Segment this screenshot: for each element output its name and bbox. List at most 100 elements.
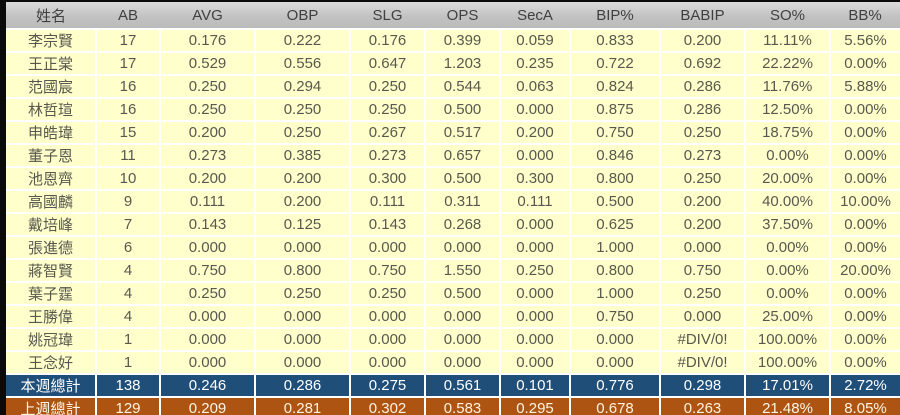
player-name-cell: 葉子霆	[6, 281, 97, 306]
table-row: 姚冠瑋 1 0.000 0.000 0.000 0.000 0.000 0.000 #DIV/0…	[6, 327, 900, 352]
stat-cell: 0.000	[254, 304, 351, 329]
stat-cell: 0.00%	[744, 143, 831, 168]
stat-cell: 16	[95, 74, 161, 99]
totals-stat-cell: 0.286	[254, 373, 351, 398]
stat-cell: 0.00%	[829, 304, 900, 329]
stat-cell: 0.000	[424, 327, 501, 352]
table-row: 范國宸 16 0.250 0.294 0.250 0.544 0.063 0.824 0.286…	[6, 74, 900, 99]
stat-cell: 0.750	[659, 258, 746, 283]
stat-cell: 0.00%	[829, 235, 900, 260]
stat-cell: 0.000	[159, 327, 256, 352]
stat-cell: 4	[95, 304, 161, 329]
stat-cell: 0.529	[159, 51, 256, 76]
stat-cell: 0.800	[569, 258, 661, 283]
stat-cell: 0.00%	[829, 166, 900, 191]
stat-cell: 0.00%	[744, 235, 831, 260]
stat-cell: 0.000	[424, 235, 501, 260]
stat-cell: 0.750	[569, 304, 661, 329]
stat-cell: 17	[95, 51, 161, 76]
stat-cell: 0.250	[499, 258, 571, 283]
totals-stat-cell: 0.302	[349, 396, 426, 415]
batting-stats-table: 姓名 AB AVG OBP SLG OPS SecA BIP% BABIP SO% BB% 李宗賢 1…	[6, 2, 900, 415]
column-header: BIP%	[570, 2, 660, 30]
table-row: 蔣智賢 4 0.750 0.800 0.750 1.550 0.250 0.800 0.750 0…	[6, 258, 900, 283]
stat-cell: 0.00%	[829, 120, 900, 145]
stat-cell: 1.203	[424, 51, 501, 76]
stat-cell: #DIV/0!	[659, 327, 746, 352]
column-header: AB	[96, 2, 160, 30]
table-row: 申皓瑋 15 0.200 0.250 0.267 0.517 0.200 0.750 0.250…	[6, 120, 900, 145]
stat-cell: 0.517	[424, 120, 501, 145]
stat-cell: 0.200	[254, 166, 351, 191]
stat-cell: 0.000	[159, 235, 256, 260]
stat-cell: 0.000	[499, 235, 571, 260]
stat-cell: 0.235	[499, 51, 571, 76]
table-row: 王勝偉 4 0.000 0.000 0.000 0.000 0.000 0.750 0.000 2…	[6, 304, 900, 329]
stat-cell: 0.000	[424, 304, 501, 329]
stat-cell: 0.250	[159, 97, 256, 122]
totals-stat-cell: 0.295	[499, 396, 571, 415]
stat-cell: 0.00%	[829, 327, 900, 352]
stat-cell: 0.00%	[829, 97, 900, 122]
stat-cell: 0.846	[569, 143, 661, 168]
stat-cell: 11.76%	[744, 74, 831, 99]
stat-cell: 0.00%	[829, 350, 900, 375]
player-name-cell: 張進德	[6, 235, 97, 260]
stat-cell: 0.722	[569, 51, 661, 76]
table-row: 張進德 6 0.000 0.000 0.000 0.000 0.000 1.000 0.000 0…	[6, 235, 900, 260]
totals-row-previous-week: 上週總計 129 0.209 0.281 0.302 0.583 0.295 0.678 0.2…	[6, 396, 900, 415]
stat-cell: 4	[95, 281, 161, 306]
totals-label-cell: 上週總計	[6, 396, 97, 415]
stat-cell: 0.111	[159, 189, 256, 214]
stat-cell: 100.00%	[744, 327, 831, 352]
stat-cell: 11	[95, 143, 161, 168]
totals-stat-cell: 8.05%	[829, 396, 900, 415]
totals-stat-cell: 0.263	[659, 396, 746, 415]
totals-stat-cell: 0.275	[349, 373, 426, 398]
totals-stat-cell: 138	[95, 373, 161, 398]
stat-cell: 0.250	[254, 120, 351, 145]
stat-cell: 0.544	[424, 74, 501, 99]
stat-cell: 0.00%	[744, 258, 831, 283]
stat-cell: 1.550	[424, 258, 501, 283]
stat-cell: 0.250	[659, 281, 746, 306]
stat-cell: 1	[95, 327, 161, 352]
stat-cell: 0.625	[569, 212, 661, 237]
stat-cell: 11.11%	[744, 28, 831, 53]
table-row: 林哲瑄 16 0.250 0.250 0.250 0.500 0.000 0.875 0.286…	[6, 97, 900, 122]
stat-cell: 0.000	[659, 304, 746, 329]
stat-cell: 5.56%	[829, 28, 900, 53]
stat-cell: 0.000	[424, 350, 501, 375]
stat-cell: 0.250	[159, 74, 256, 99]
stat-cell: 0.125	[254, 212, 351, 237]
stat-cell: 0.286	[659, 74, 746, 99]
stat-cell: 0.500	[424, 281, 501, 306]
table-body: 李宗賢 17 0.176 0.222 0.176 0.399 0.059 0.833 0.200…	[6, 28, 900, 375]
stat-cell: 7	[95, 212, 161, 237]
stat-cell: 0.250	[349, 74, 426, 99]
stat-cell: 0.00%	[829, 143, 900, 168]
stat-cell: 0.300	[499, 166, 571, 191]
stat-cell: 0.000	[349, 304, 426, 329]
stat-cell: 10.00%	[829, 189, 900, 214]
stat-cell: 0.00%	[829, 51, 900, 76]
stat-cell: 0.250	[349, 97, 426, 122]
player-name-cell: 申皓瑋	[6, 120, 97, 145]
player-name-cell: 王念好	[6, 350, 97, 375]
stat-cell: 0.875	[569, 97, 661, 122]
table-totals: 本週總計 138 0.246 0.286 0.275 0.561 0.101 0.776 0.2…	[6, 373, 900, 415]
totals-stat-cell: 0.561	[424, 373, 501, 398]
stat-cell: 1.000	[569, 281, 661, 306]
stat-cell: 0.000	[159, 350, 256, 375]
column-header: SLG	[350, 2, 425, 30]
stat-cell: 1	[95, 350, 161, 375]
stat-cell: 0.500	[424, 166, 501, 191]
totals-stat-cell: 129	[95, 396, 161, 415]
player-name-cell: 池恩齊	[6, 166, 97, 191]
stat-cell: 0.250	[254, 97, 351, 122]
stat-cell: 0.000	[499, 327, 571, 352]
stat-cell: 0.000	[499, 97, 571, 122]
stat-cell: 9	[95, 189, 161, 214]
stat-cell: 0.000	[159, 304, 256, 329]
